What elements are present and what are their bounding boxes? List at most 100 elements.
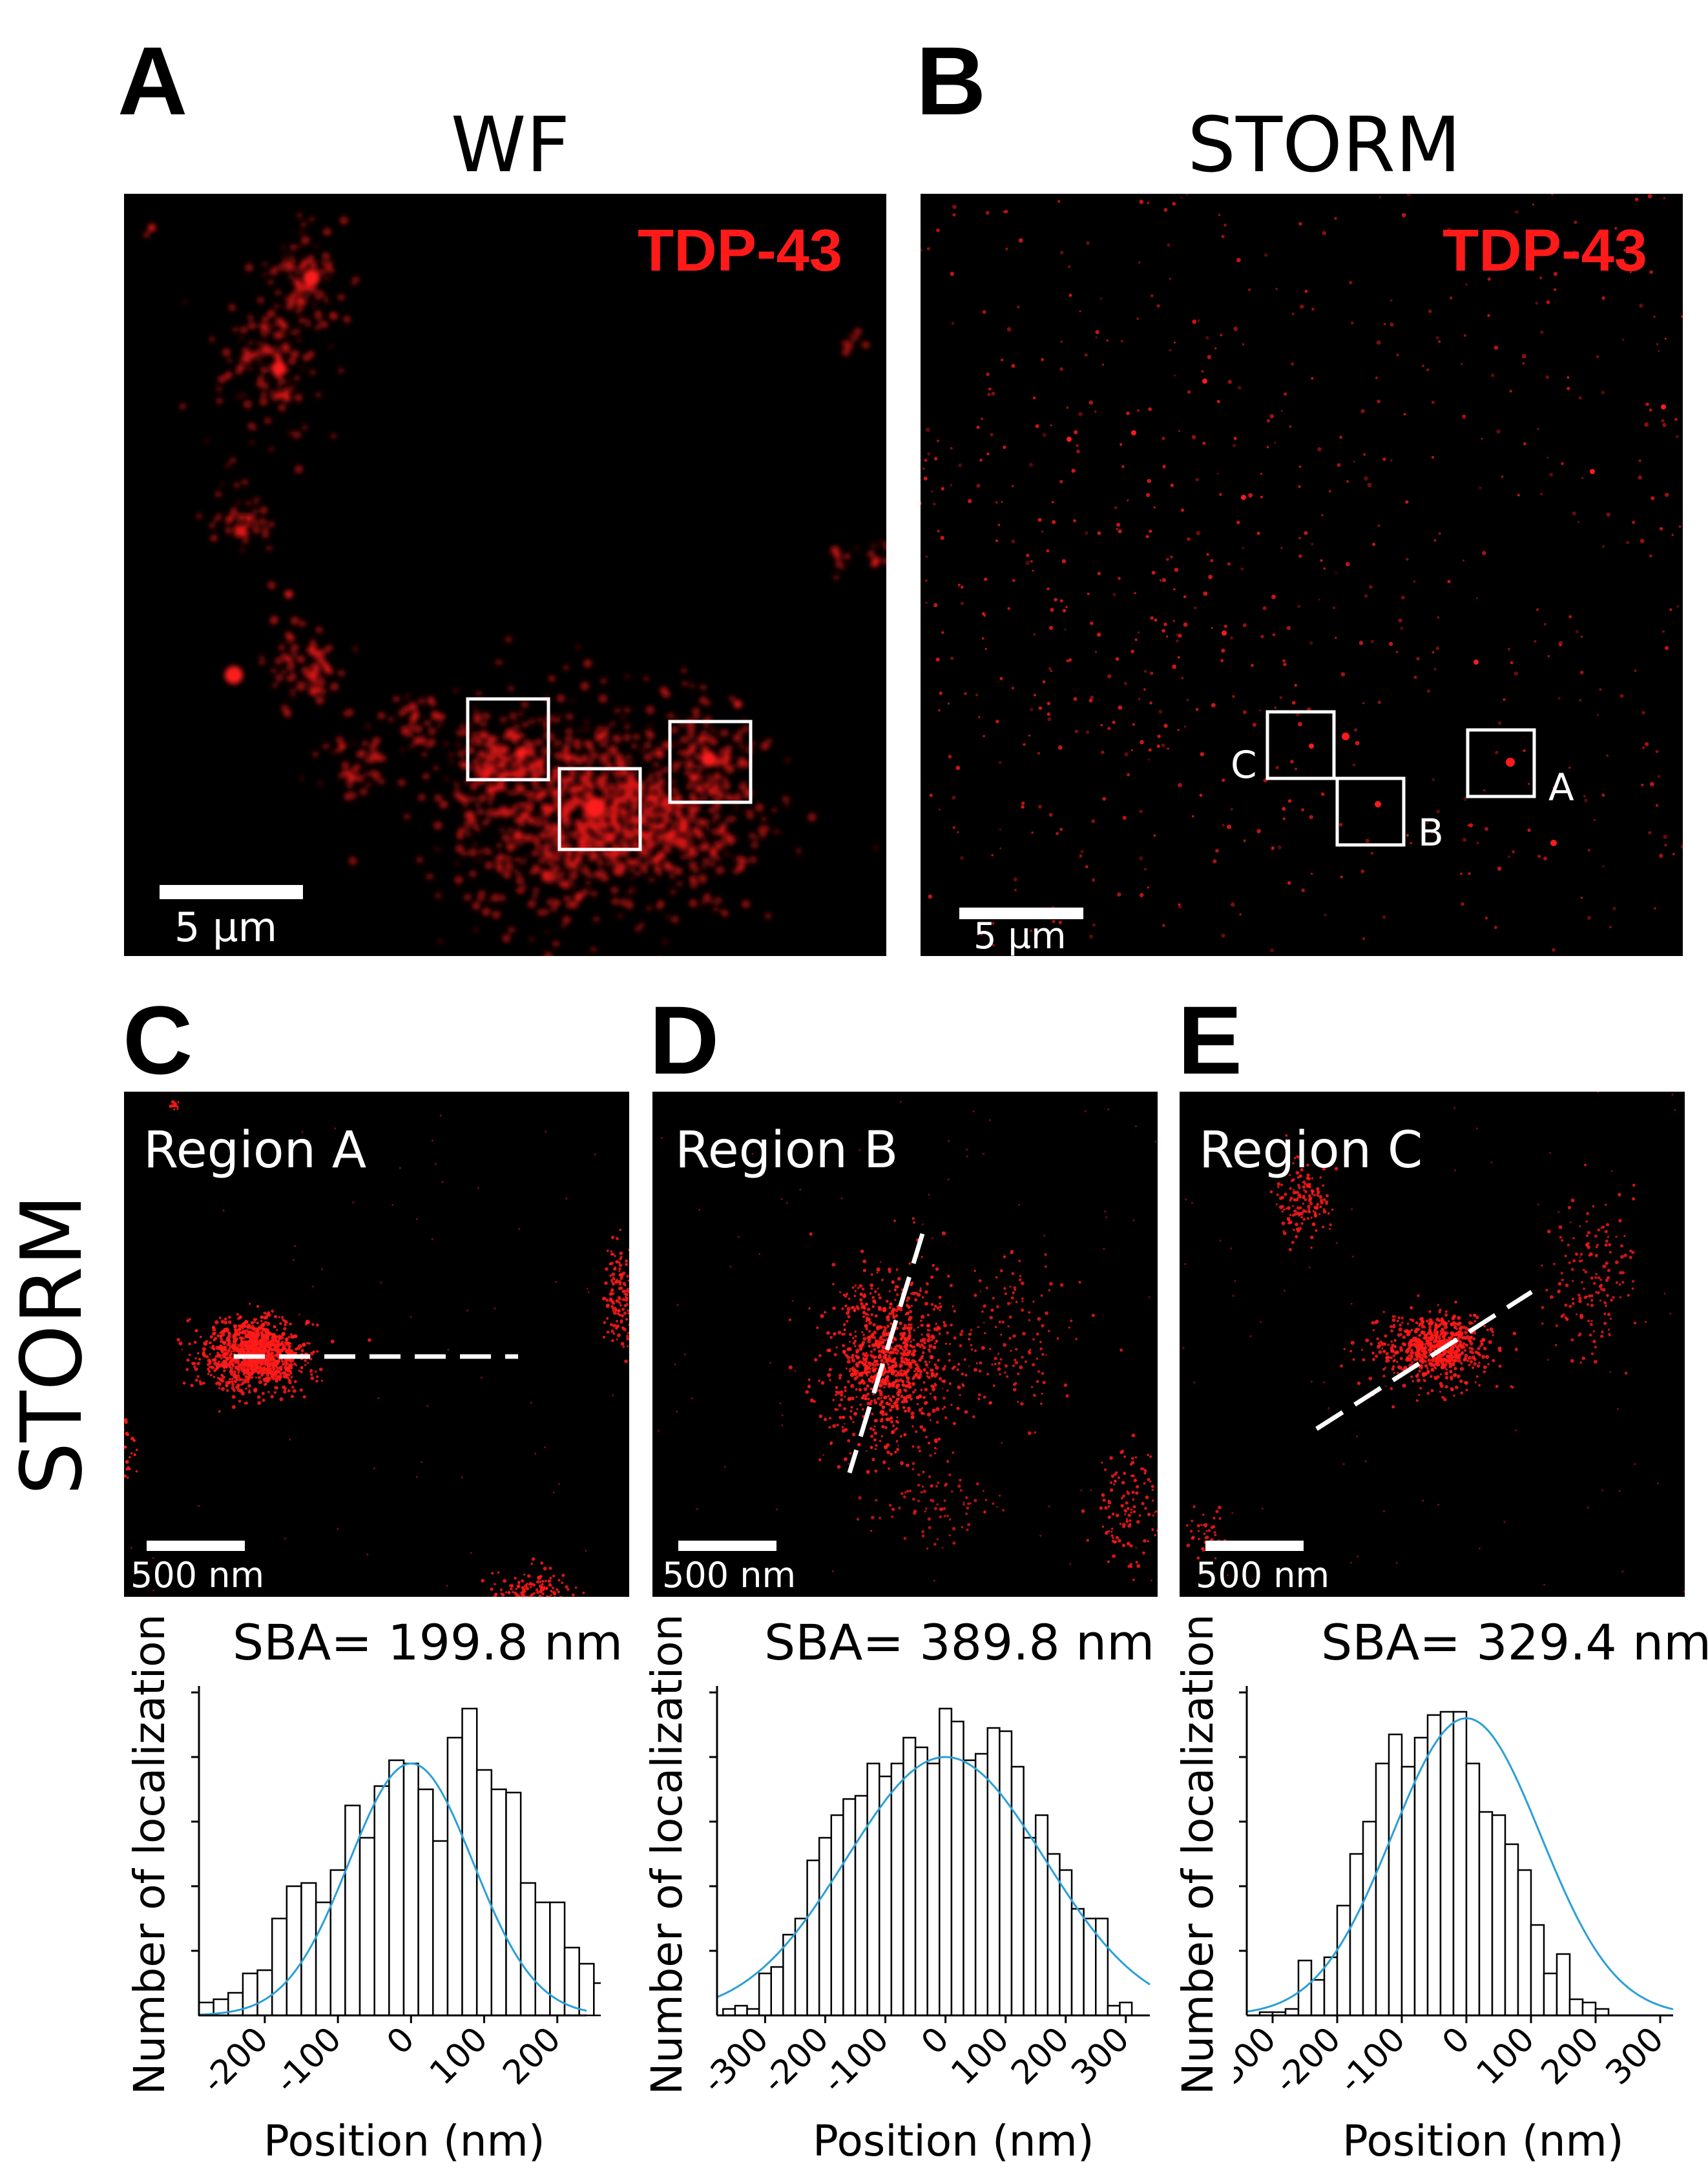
gaussian-fit-curve [198, 1762, 587, 2016]
x-tick-label: 100 [1470, 2020, 1543, 2093]
histogram-bar [794, 1917, 808, 2017]
histogram-bar [879, 1775, 893, 2017]
histogram-bar [1010, 1765, 1025, 2017]
x-tick-label: -200 [755, 2020, 837, 2101]
histogram-bar [926, 1762, 941, 2017]
histogram-bars [1258, 1711, 1610, 2017]
ylabel-d: Number of localization [642, 1614, 692, 2095]
tdp43-label-wf: TDP-43 [638, 218, 842, 284]
cluster-left [124, 1418, 138, 1479]
histogram-bar [734, 2004, 748, 2017]
histogram-bar [1517, 1869, 1532, 2017]
wf-blob [143, 224, 156, 238]
cluster-region-c-top [1269, 1134, 1338, 1252]
wf-blob [180, 264, 351, 473]
histogram-bar [256, 1969, 273, 2017]
cluster-region-a-core [194, 1305, 310, 1388]
histogram-bar [986, 1727, 1001, 2017]
histogram-bar [388, 1759, 405, 2017]
histogram-bar [1401, 1765, 1416, 2017]
scale-label-d: 500 nm [662, 1555, 797, 1596]
panel-letter-c: C [123, 986, 193, 1094]
cluster-region-b-right [953, 1250, 1095, 1435]
scale-label-wf: 5 µm [174, 904, 277, 951]
histogram-bar [373, 1785, 390, 2017]
roi-label-b: B [1418, 811, 1444, 855]
histogram-bar [770, 1966, 784, 2017]
histogram-e: -300 -200 -100 0 100 200 300 [1202, 1667, 1686, 2119]
histogram-bar [939, 1707, 953, 2017]
histogram-bar [578, 1962, 595, 2017]
sba-title-e: SBA= 329.4 nm [1321, 1614, 1708, 1671]
x-tick-label: 0 [914, 2020, 957, 2063]
histogram-bar [1530, 1924, 1545, 2017]
xlabel-e: Position (nm) [1342, 2116, 1624, 2166]
sba-title-c: SBA= 199.8 nm [233, 1614, 623, 1671]
histogram-bar [1034, 1814, 1049, 2017]
histogram-bar [286, 1885, 302, 2017]
roi-label-c: C [1231, 743, 1257, 787]
histogram-bar [1107, 2004, 1121, 2017]
histogram-bar [475, 1769, 493, 2017]
cluster-region-b-edge [1081, 1348, 1158, 1581]
x-tick-label: 200 [1004, 2020, 1077, 2093]
gaussian-fit-curve [1246, 1717, 1674, 2013]
histogram-bar [806, 1859, 820, 2017]
roi-box-wf-1 [466, 697, 550, 782]
histogram-bar [914, 1746, 928, 2017]
wf-blob [346, 694, 445, 757]
scale-bar-c [147, 1541, 245, 1551]
scale-label-storm: 5 µm [974, 915, 1067, 956]
histogram-bar [329, 1869, 346, 2017]
histogram-bar [315, 1901, 332, 2017]
region-c-label: Region C [1199, 1121, 1423, 1180]
x-tick-label: -100 [1331, 2020, 1413, 2101]
histogram-bar [1362, 1820, 1377, 2017]
profile-line-b [847, 1232, 925, 1474]
wf-blob [300, 711, 404, 800]
tdp43-label-storm: TDP-43 [1442, 218, 1647, 284]
cluster-bottom [481, 1557, 585, 1597]
histogram-bar [1336, 1904, 1351, 2017]
wf-blob [297, 645, 345, 705]
cluster-region-b-low [856, 1445, 1005, 1550]
region-a-image: Region A 500 nm [124, 1092, 629, 1597]
storm-image: TDP-43 C B A 5 µm [921, 194, 1683, 956]
region-b-label: Region B [675, 1121, 899, 1180]
histogram-bar [974, 1752, 988, 2017]
sba-title-d: SBA= 389.8 nm [764, 1614, 1155, 1671]
cluster-right [601, 1229, 629, 1364]
x-tick-label: 200 [1534, 2020, 1607, 2093]
ylabel-c: Number of localization [125, 1614, 174, 2095]
histogram-bar [1465, 1762, 1481, 2017]
histogram-bar [461, 1707, 478, 2017]
panel-letter-d: D [649, 986, 720, 1094]
histogram-bar [417, 1788, 434, 2017]
panel-letter-b: B [916, 26, 986, 135]
x-tick-label: 300 [1064, 2020, 1137, 2093]
histogram-bar [1375, 1762, 1390, 2017]
histogram-bar [1478, 1811, 1494, 2017]
histogram-bar [1556, 1953, 1571, 2017]
scale-label-e: 500 nm [1196, 1555, 1330, 1596]
histogram-bar [1491, 1814, 1506, 2017]
histogram-bar [1504, 1843, 1519, 2017]
panel-letter-e: E [1178, 986, 1243, 1094]
cluster-region-b [788, 1217, 1006, 1532]
histogram-bar [1388, 1733, 1403, 2017]
histogram-bar [1543, 1972, 1558, 2017]
histogram-bar [505, 1791, 522, 2017]
gaussian-fit-curve [716, 1756, 1151, 1999]
region-c-image: Region C 500 nm [1180, 1092, 1685, 1597]
x-tick-label: 100 [944, 2020, 1017, 2093]
histogram-bar [1310, 1979, 1326, 2017]
cluster-region-c [1340, 1294, 1518, 1409]
wf-image: TDP-43 5 µm [124, 194, 886, 956]
histogram-bar [758, 1972, 772, 2017]
wf-blob [263, 213, 359, 332]
storm-localizations [921, 194, 1683, 953]
x-tick-label: 0 [380, 2020, 422, 2063]
region-b-image: Region B 500 nm [652, 1092, 1158, 1597]
scale-label-c: 500 nm [130, 1555, 265, 1596]
scale-bar-wf [160, 885, 303, 899]
